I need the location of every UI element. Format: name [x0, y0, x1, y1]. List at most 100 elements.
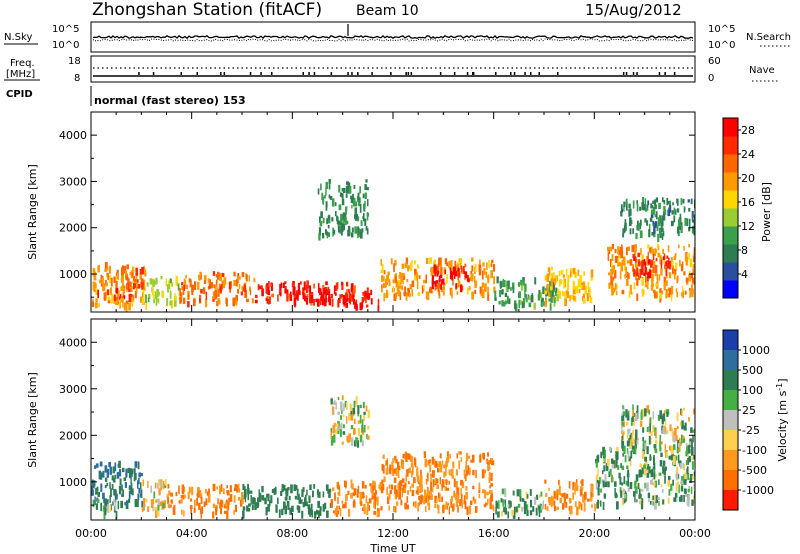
- heatmap-cell: [412, 501, 415, 507]
- heatmap-cell: [399, 281, 402, 285]
- heatmap-cell: [257, 497, 259, 505]
- heatmap-cell: [109, 495, 111, 503]
- heatmap-cell: [349, 185, 352, 194]
- heatmap-cell: [548, 298, 551, 302]
- heatmap-cell: [353, 402, 356, 409]
- heatmap-cell: [568, 481, 571, 489]
- heatmap-cell: [676, 198, 679, 204]
- heatmap-cell: [381, 463, 384, 471]
- heatmap-cell: [474, 289, 477, 294]
- heatmap-cell: [641, 467, 645, 475]
- heatmap-cell: [188, 278, 191, 283]
- heatmap-cell: [143, 497, 145, 507]
- heatmap-cell: [313, 511, 317, 519]
- heatmap-cell: [461, 481, 465, 489]
- heatmap-cell: [406, 279, 409, 283]
- heatmap-cell: [328, 298, 331, 306]
- heatmap-cell: [437, 504, 439, 509]
- heatmap-cell: [129, 296, 131, 300]
- heatmap-cell: [659, 460, 663, 467]
- heatmap-cell: [578, 288, 581, 294]
- heatmap-cell: [528, 296, 532, 301]
- heatmap-cell: [436, 478, 439, 484]
- heatmap-cell: [688, 207, 691, 212]
- heatmap-cell: [430, 473, 432, 483]
- heatmap-cell: [646, 463, 650, 472]
- heatmap-cell: [455, 481, 458, 490]
- heatmap-cell: [322, 217, 325, 224]
- heatmap-cell: [345, 302, 349, 308]
- heatmap-cell: [150, 485, 152, 493]
- heatmap-cell: [679, 445, 681, 453]
- heatmap-cell: [183, 278, 186, 283]
- heatmap-cell: [357, 202, 361, 207]
- heatmap-cell: [658, 479, 660, 486]
- heatmap-cell: [565, 268, 568, 276]
- heatmap-cell: [490, 495, 493, 502]
- heatmap-cell: [507, 280, 510, 290]
- power-ylabel: Slant Range [km]: [26, 164, 39, 260]
- heatmap-cell: [406, 496, 409, 503]
- heatmap-cell: [551, 495, 553, 504]
- heatmap-cell: [633, 248, 637, 255]
- heatmap-cell: [345, 207, 347, 215]
- heatmap-cell: [428, 495, 431, 500]
- heatmap-cell: [532, 506, 535, 512]
- heatmap-cell: [325, 293, 327, 302]
- heatmap-cell: [183, 284, 186, 291]
- heatmap-cell: [664, 264, 666, 270]
- heatmap-cell: [597, 487, 600, 496]
- heatmap-cell: [228, 497, 230, 505]
- heatmap-cell: [265, 284, 268, 294]
- heatmap-cell: [678, 437, 681, 445]
- heatmap-cell: [129, 487, 131, 491]
- heatmap-cell: [433, 260, 436, 269]
- heatmap-cell: [464, 263, 467, 268]
- heatmap-cell: [445, 501, 448, 509]
- heatmap-cell: [384, 278, 387, 287]
- heatmap-cell: [622, 453, 624, 457]
- heatmap-cell: [212, 291, 216, 299]
- heatmap-cell: [622, 414, 625, 421]
- heatmap-cell: [668, 257, 670, 267]
- heatmap-cell: [682, 462, 684, 469]
- heatmap-cell: [582, 281, 586, 291]
- heatmap-cell: [679, 259, 681, 267]
- heatmap-cell: [691, 226, 695, 234]
- heatmap-cell: [581, 486, 584, 491]
- heatmap-cell: [313, 283, 316, 289]
- heatmap-cell: [229, 494, 233, 502]
- heatmap-cell: [610, 269, 613, 277]
- heatmap-cell: [526, 494, 529, 499]
- heatmap-cell: [439, 464, 443, 473]
- heatmap-cell: [486, 491, 489, 496]
- heatmap-cell: [621, 412, 624, 419]
- heatmap-cell: [634, 494, 636, 503]
- heatmap-cell: [355, 201, 358, 207]
- heatmap-cell: [265, 506, 268, 516]
- heatmap-cell: [431, 275, 434, 284]
- heatmap-cell: [291, 505, 294, 513]
- heatmap-cell: [621, 482, 624, 486]
- heatmap-cell: [543, 301, 545, 307]
- heatmap-cell: [377, 298, 380, 306]
- heatmap-cell: [572, 295, 575, 300]
- heatmap-cell: [120, 500, 124, 509]
- heatmap-cell: [207, 278, 210, 283]
- heatmap-cell: [623, 256, 626, 266]
- heatmap-cell: [429, 257, 432, 264]
- heatmap-cell: [613, 269, 617, 279]
- heatmap-cell: [398, 285, 402, 289]
- heatmap-cell: [542, 286, 545, 295]
- freq-blip: [196, 72, 198, 75]
- heatmap-cell: [490, 263, 493, 268]
- heatmap-cell: [118, 485, 122, 495]
- heatmap-cell: [153, 491, 156, 499]
- heatmap-cell: [372, 491, 374, 496]
- heatmap-cell: [639, 222, 642, 230]
- heatmap-cell: [685, 491, 687, 497]
- heatmap-cell: [646, 255, 649, 262]
- heatmap-cell: [310, 503, 313, 509]
- heatmap-cell: [464, 500, 467, 510]
